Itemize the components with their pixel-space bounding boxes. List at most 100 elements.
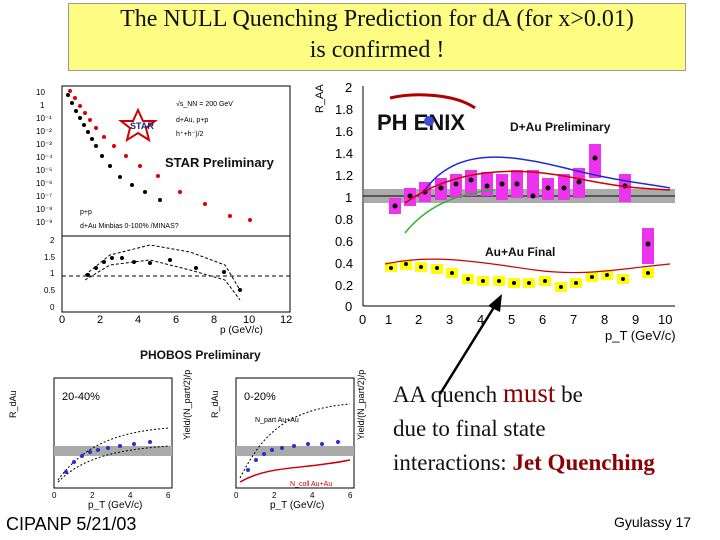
conclusion-jet-quenching: Jet Quenching	[512, 450, 655, 475]
phenix-ytick: 0	[345, 299, 352, 314]
phobos-points-right	[246, 440, 340, 472]
phenix-ytick: 0.8	[335, 212, 353, 227]
star-ytick: 10	[36, 88, 45, 97]
star-preliminary-label: STAR Preliminary	[163, 155, 276, 170]
star-legend-entry: √s_NN = 200 GeV	[176, 100, 233, 108]
star-ytick: 1.5	[44, 253, 56, 262]
star-x-ticks: 0 2 4 6 8 10 12	[59, 314, 292, 326]
conclusion-must: must	[502, 378, 556, 408]
phenix-logo-swoosh-icon	[389, 93, 476, 110]
star-logo-icon	[118, 107, 158, 143]
star-ytick: 10⁻¹	[36, 114, 52, 123]
conclusion-line-1: AA quench must be	[393, 376, 655, 412]
phenix-ytick: 2	[345, 80, 352, 95]
phobos-panel2-label: 0-20%	[244, 391, 276, 403]
phobos-red-curve	[239, 459, 351, 483]
phobos-xtick: 2	[272, 491, 277, 500]
star-frame-top	[61, 85, 291, 313]
phobos-xtick: 6	[166, 491, 171, 500]
phenix-ytick: 1.4	[335, 146, 353, 161]
phenix-ytick: 1.8	[335, 102, 353, 117]
phobos-ylabel-left: R_dAu	[8, 390, 18, 418]
phenix-xlabel: p_T (GeV/c)	[605, 328, 676, 343]
conclusion-line-3a: interactions:	[393, 450, 513, 475]
phobos-xlabel-right: p_T (GeV/c)	[270, 500, 324, 510]
arrow-head-icon	[488, 294, 502, 312]
phobos-panel-right	[235, 377, 355, 489]
phenix-auau-points	[389, 262, 650, 289]
phenix-ytick: 1	[345, 190, 352, 205]
phenix-xtick: 6	[539, 312, 546, 327]
phenix-ytick: 0.6	[335, 234, 353, 249]
phenix-theory-green	[404, 189, 496, 234]
phenix-theory-red	[404, 170, 671, 204]
star-spectra-points	[66, 89, 252, 222]
phobos-xtick: 0	[52, 491, 57, 500]
star-ytick: 0	[50, 303, 55, 312]
phenix-logo: PH ENIX	[377, 93, 476, 135]
phobos-annot-bottom: N_coll Au+Au	[290, 481, 332, 488]
phenix-xtick: 2	[415, 312, 422, 327]
phobos-xtick: 0	[234, 491, 239, 500]
star-ytick: 0.5	[44, 286, 56, 295]
phobos-panel-left	[53, 377, 173, 489]
phenix-xtick: 7	[570, 312, 577, 327]
phenix-xtick: 3	[446, 312, 453, 327]
star-ytick: 2	[50, 236, 55, 245]
phobos-annot-top: N_part Au+Au	[255, 417, 299, 424]
star-xtick: 4	[135, 314, 141, 326]
star-logo-text: STAR	[130, 121, 154, 131]
phenix-theory-blue	[424, 156, 671, 191]
phobos-panel1-label: 20-40%	[62, 391, 100, 403]
star-plot: 10 1 10⁻¹ 10⁻² 10⁻³ 10⁻⁴ 10⁻⁵ 10⁻⁶ 10⁻⁷ …	[36, 85, 292, 335]
star-y-ticks-bottom: 2 1.5 1 0.5 0	[44, 236, 56, 312]
phenix-xtick: 10	[658, 312, 672, 327]
phobos-ylabel-right2: Yield/(N_part/2)/p	[356, 370, 366, 440]
star-ytick: 10⁻⁸	[36, 205, 53, 214]
star-xtick: 10	[243, 314, 255, 326]
star-legend-dau: d+Au Minbias 0-100% /MINAS?	[80, 223, 179, 230]
star-legend-pp: p+p	[80, 209, 92, 216]
phenix-xtick: 0	[359, 312, 366, 327]
phenix-x-ticks: 0 1 2 3 4 5 6 7 8 9 10	[359, 312, 672, 327]
phobos-plot: 20-40% R_dAu Yield/(N_part/2)/p 0 2 4 6 …	[8, 370, 366, 510]
phobos-band-left	[54, 446, 172, 456]
phobos-ylabel-right: R_dAu	[210, 390, 220, 418]
phenix-auau-boxes	[385, 260, 654, 292]
pointer-arrow	[438, 294, 502, 395]
star-legend-entry: h⁺+h⁻)/2	[176, 131, 204, 138]
arrow-shaft	[438, 303, 498, 395]
phenix-auau-curve	[384, 258, 671, 274]
star-xlabel: p (GeV/c)	[220, 325, 263, 335]
star-xtick: 8	[211, 314, 217, 326]
phobos-xlabel-left: p_T (GeV/c)	[88, 500, 142, 510]
slide-title: The NULL Quenching Prediction for dA (fo…	[68, 3, 686, 71]
phobos-xtick: 6	[348, 491, 353, 500]
phenix-xtick: 8	[601, 312, 608, 327]
conclusion-line-1b: be	[555, 382, 583, 407]
conclusion-line-3: interactions: Jet Quenching	[393, 446, 655, 480]
footer-left: CIPANP 5/21/03	[6, 514, 137, 534]
star-ratio-points	[62, 244, 290, 301]
star-legend: √s_NN = 200 GeV d+Au, p+p h⁺+h⁻)/2 p+p d…	[80, 100, 233, 230]
phenix-xtick: 4	[477, 312, 484, 327]
star-xtick: 6	[173, 314, 179, 326]
phobos-x-ticks-left: 0 2 4 6	[52, 491, 171, 500]
conclusion-text: AA quench must be due to final state int…	[393, 376, 655, 480]
phenix-ylabel: R_AA	[314, 84, 326, 113]
phenix-ytick: 0.4	[335, 256, 353, 271]
phobos-points-left	[64, 440, 152, 474]
star-y-ticks-top: 10 1 10⁻¹ 10⁻² 10⁻³ 10⁻⁴ 10⁻⁵ 10⁻⁶ 10⁻⁷ …	[36, 88, 53, 227]
phenix-xtick: 5	[508, 312, 515, 327]
star-logo: STAR	[118, 107, 158, 143]
phenix-xtick: 1	[385, 312, 392, 327]
phobos-xtick: 4	[310, 491, 315, 500]
phenix-dau-label: D+Au Preliminary	[510, 120, 611, 134]
star-ytick: 10⁻⁷	[36, 192, 52, 201]
phobos-xtick: 2	[90, 491, 95, 500]
conclusion-line-2: due to final state	[393, 416, 546, 441]
star-ytick: 1	[40, 101, 45, 110]
phobos-curve-right	[239, 403, 351, 479]
phobos-x-ticks-right: 0 2 4 6	[234, 491, 353, 500]
phobos-xtick: 4	[128, 491, 133, 500]
